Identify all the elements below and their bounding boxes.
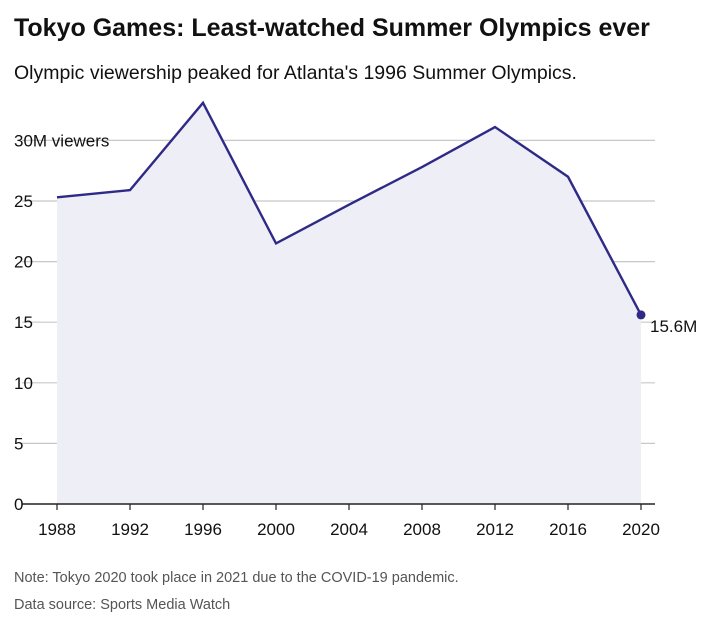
x-tick-label: 1992	[111, 520, 149, 539]
x-tick-label: 2000	[257, 520, 295, 539]
y-axis-labels: 0 5 10 15 20 25 30M viewers	[14, 131, 109, 514]
chart-title: Tokyo Games: Least-watched Summer Olympi…	[14, 14, 650, 42]
viewership-area	[57, 102, 641, 504]
footnote: Note: Tokyo 2020 took place in 2021 due …	[14, 570, 459, 586]
y-tick-label: 25	[14, 192, 33, 211]
y-tick-label: 15	[14, 313, 33, 332]
y-tick-label: 10	[14, 374, 33, 393]
x-tick-label: 2008	[403, 520, 441, 539]
viewership-line	[56, 100, 643, 316]
data-source: Data source: Sports Media Watch	[14, 597, 231, 613]
annotations: 15.6M	[636, 310, 697, 336]
x-tick-label: 2012	[476, 520, 514, 539]
annotation-label: 15.6M	[650, 317, 697, 336]
x-axis-labels: 1988 1992 1996 2000 2004 2008 2012 2016 2020	[38, 520, 660, 539]
x-tick-label: 2020	[622, 520, 660, 539]
data-point-2020	[636, 310, 646, 320]
x-tick-label: 2004	[330, 520, 368, 539]
x-tick-label: 1996	[184, 520, 222, 539]
y-tick-label: 30M viewers	[14, 131, 109, 150]
y-tick-label: 5	[14, 434, 23, 453]
y-tick-label: 20	[14, 253, 33, 272]
x-tick-label: 2016	[549, 520, 587, 539]
chart-subtitle: Olympic viewership peaked for Atlanta's …	[14, 62, 577, 84]
y-tick-label: 0	[14, 495, 23, 514]
x-tick-label: 1988	[38, 520, 76, 539]
x-axis	[22, 503, 655, 510]
